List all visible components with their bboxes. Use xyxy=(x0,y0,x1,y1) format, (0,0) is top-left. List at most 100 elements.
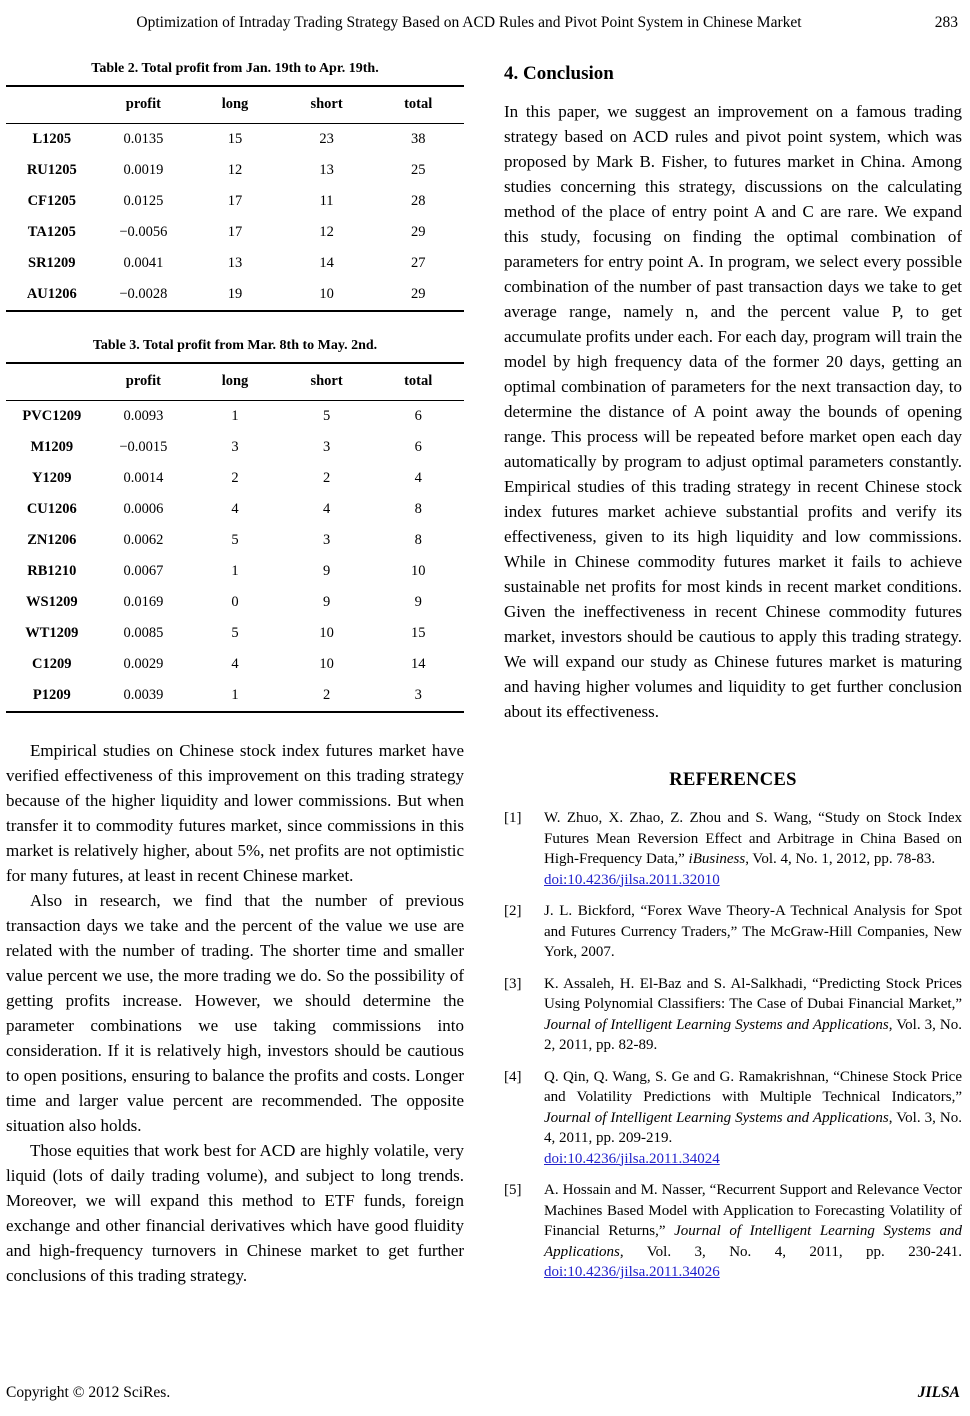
conclusion-paragraph: In this paper, we suggest an improvement… xyxy=(504,102,962,721)
table-cell: Y1209 xyxy=(32,470,72,486)
table-cell: 1 xyxy=(231,563,239,579)
reference-segment: K. Assaleh, H. El-Baz and S. Al-Salkhadi… xyxy=(544,975,962,1013)
reference-number: [4] xyxy=(504,1068,522,1085)
table-cell: M1209 xyxy=(30,439,74,455)
table-cell: 6 xyxy=(414,408,422,424)
table-cell: 14 xyxy=(410,656,426,672)
table-cell: 11 xyxy=(319,193,334,209)
reference-item: [5] A. Hossain and M. Nasser, “Recurrent … xyxy=(504,1180,962,1283)
reference-number: [5] xyxy=(504,1182,522,1198)
table-cell: C1209 xyxy=(32,656,72,672)
reference-text: Q. Qin, Q. Wang, S. Ge and G. Ramakrishn… xyxy=(544,1067,962,1170)
table-cell: 0.0014 xyxy=(123,470,164,486)
doi-link[interactable]: doi:10.4236/jilsa.2011.32010 xyxy=(544,871,720,888)
table-cell: 0.0135 xyxy=(123,131,164,147)
reference-number: [2] xyxy=(504,903,522,919)
table-row: Y1209 0.0014 2 2 4 xyxy=(6,463,464,494)
table-cell: 13 xyxy=(227,255,243,271)
table-cell: 17 xyxy=(227,224,243,240)
reference-segment: Q. Qin, Q. Wang, S. Ge and G. Ramakrishn… xyxy=(544,1068,962,1106)
reference-item: [1] W. Zhuo, X. Zhao, Z. Zhou and S. Wang… xyxy=(504,808,962,890)
table-cell: 3 xyxy=(322,439,331,455)
table-2-caption: Table 2. Total profit from Jan. 19th to … xyxy=(91,61,379,76)
body-paragraph-equities: Those equities that work best for ACD ar… xyxy=(6,1141,464,1285)
table-row: L1205 0.0135 15 23 38 xyxy=(6,124,464,156)
reference-number: [1] xyxy=(504,810,522,826)
table-cell: P1209 xyxy=(32,687,71,703)
table-cell: 0.0029 xyxy=(123,656,164,672)
column-header: profit xyxy=(97,363,190,401)
table-row: PVC1209 0.0093 1 5 6 xyxy=(6,401,464,433)
table-row: ZN1206 0.0062 5 3 8 xyxy=(6,525,464,556)
left-column: Table 2. Total profit from Jan. 19th to … xyxy=(6,60,464,1294)
table-cell: 3 xyxy=(414,687,422,703)
table-row: M1209 −0.0015 3 3 6 xyxy=(6,432,464,463)
doi-link[interactable]: doi:10.4236/jilsa.2011.34024 xyxy=(544,1150,720,1167)
table-cell: CF1205 xyxy=(27,193,76,209)
table-row: P1209 0.0039 1 2 3 xyxy=(6,680,464,712)
table-cell: 5 xyxy=(322,408,331,424)
doi-link[interactable]: doi:10.4236/jilsa.2011.34026 xyxy=(544,1264,720,1280)
table-cell: TA1205 xyxy=(27,224,76,240)
table-cell: 19 xyxy=(227,286,243,302)
copyright-notice: Copyright © 2012 SciRes. xyxy=(6,1384,171,1401)
reference-text: K. Assaleh, H. El-Baz and S. Al-Salkhadi… xyxy=(544,974,962,1056)
table-cell: 6 xyxy=(414,439,422,455)
table-cell: PVC1209 xyxy=(22,408,82,424)
journal-title: iBusiness xyxy=(688,851,746,867)
reference-item: [3] K. Assaleh, H. El-Baz and S. Al-Salkh… xyxy=(504,974,962,1056)
table-cell: 4 xyxy=(322,501,331,517)
table-cell: RU1205 xyxy=(26,162,77,178)
reference-text: A. Hossain and M. Nasser, “Recurrent Sup… xyxy=(544,1180,962,1283)
table-cell: RB1210 xyxy=(27,563,77,579)
table-cell: 10 xyxy=(319,656,334,672)
table-cell: 0.0093 xyxy=(123,408,164,424)
table-cell: 1 xyxy=(231,687,239,703)
table-row: TA1205 −0.0056 17 12 29 xyxy=(6,217,464,248)
table-3-caption: Table 3. Total profit from Mar. 8th to M… xyxy=(92,338,378,353)
table-cell: CU1206 xyxy=(26,501,77,517)
table-cell: 14 xyxy=(319,255,334,271)
reference-list: [1] W. Zhuo, X. Zhao, Z. Zhou and S. Wang… xyxy=(504,808,962,1283)
column-header: short xyxy=(280,363,373,401)
table-header-row: profit long short total xyxy=(6,86,464,124)
table-cell: 27 xyxy=(410,255,426,271)
table-cell: 29 xyxy=(410,224,426,240)
reference-segment: , Vol. 3, No. 4, 2011, pp. 209-219. xyxy=(544,1109,962,1147)
table-row: WS1209 0.0169 0 9 9 xyxy=(6,587,464,618)
table-cell: 17 xyxy=(227,193,243,209)
table-cell: 29 xyxy=(410,286,426,302)
table-3-profit: profit long short total PVC1209 0.0093 1 5 6 M120… xyxy=(6,362,464,713)
table-cell: 2 xyxy=(322,470,331,486)
table-cell: 10 xyxy=(319,625,334,641)
table-row: SR1209 0.0041 13 14 27 xyxy=(6,248,464,279)
reference-segment: A. Hossain and M. Nasser, “Recurrent Sup… xyxy=(544,1182,962,1239)
table-cell: AU1206 xyxy=(26,286,77,302)
table-cell: WS1209 xyxy=(26,594,78,610)
reference-segment: J. L. Bickford, “Forex Wave Theory-A Tec… xyxy=(544,903,962,960)
running-title: Optimization of Intraday Trading Strateg… xyxy=(136,14,802,31)
table-cell: 3 xyxy=(322,532,331,548)
page-number: 283 xyxy=(934,14,958,31)
table-cell: 10 xyxy=(410,563,426,579)
table-cell: 12 xyxy=(227,162,243,178)
reference-text: W. Zhuo, X. Zhao, Z. Zhou and S. Wang, “… xyxy=(544,808,962,890)
column-header: total xyxy=(372,86,464,124)
table-cell: 0.0169 xyxy=(123,594,164,610)
table-row: AU1206 −0.0028 19 10 29 xyxy=(6,279,464,311)
table-cell: 0.0085 xyxy=(123,625,164,641)
table-cell: 4 xyxy=(414,470,422,486)
table-cell: −0.0028 xyxy=(119,286,168,302)
table-cell: 5 xyxy=(231,532,239,548)
table-cell: 3 xyxy=(231,439,239,455)
table-row: CF1205 0.0125 17 11 28 xyxy=(6,186,464,217)
reference-number: [3] xyxy=(504,975,522,992)
table-cell: 2 xyxy=(322,687,331,703)
table-cell: 4 xyxy=(231,656,239,672)
table-cell: 4 xyxy=(231,501,239,517)
table-cell: 0.0125 xyxy=(123,193,164,209)
table-cell: 5 xyxy=(231,625,239,641)
table-cell: 15 xyxy=(227,131,243,147)
reference-segment: , Vol. 3, No. 4, 2011, pp. 230-241. xyxy=(619,1243,962,1260)
